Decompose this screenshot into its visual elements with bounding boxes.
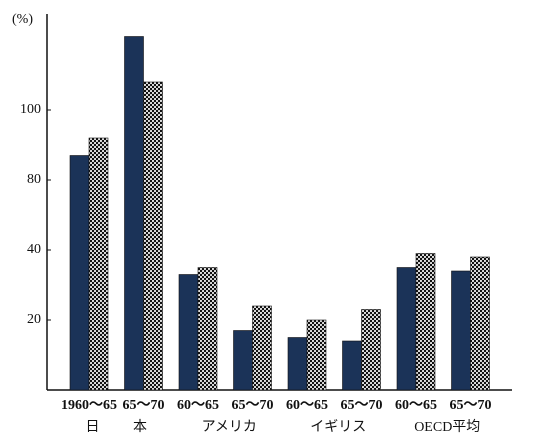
x-tick-label: 1960～65 <box>61 398 117 413</box>
x-tick-label: 65～70 <box>450 398 492 413</box>
bar <box>178 274 199 391</box>
y-tick-label: 80 <box>27 172 41 187</box>
bar <box>69 155 90 391</box>
bar <box>197 267 218 391</box>
x-tick-label: 60～65 <box>395 398 437 413</box>
bar <box>252 305 272 391</box>
bar <box>361 309 381 391</box>
bar <box>451 270 471 391</box>
group-label: アメリカ <box>202 420 257 435</box>
bar <box>396 267 417 391</box>
x-tick-label: 65～70 <box>232 398 274 413</box>
bar <box>233 330 253 391</box>
bar <box>342 340 362 391</box>
bar <box>306 319 327 391</box>
y-axis-label: (%) <box>12 12 33 27</box>
group-label: 日 本 <box>86 419 148 435</box>
bar <box>88 137 109 391</box>
group-label: OECD平均 <box>414 419 480 435</box>
x-tick-label: 65～70 <box>123 398 165 413</box>
x-tick-label: 60～65 <box>177 398 219 413</box>
y-tick-label: 100 <box>20 102 41 117</box>
bar <box>287 337 308 391</box>
y-tick-label: 40 <box>27 242 41 257</box>
group-label: イギリス <box>310 419 366 435</box>
x-tick-label: 65～70 <box>341 398 383 413</box>
bar <box>415 253 436 391</box>
bar <box>143 81 163 391</box>
bar <box>124 36 144 391</box>
bar <box>470 256 490 391</box>
x-tick-label: 60～65 <box>286 398 328 413</box>
y-tick-label: 20 <box>27 312 41 327</box>
